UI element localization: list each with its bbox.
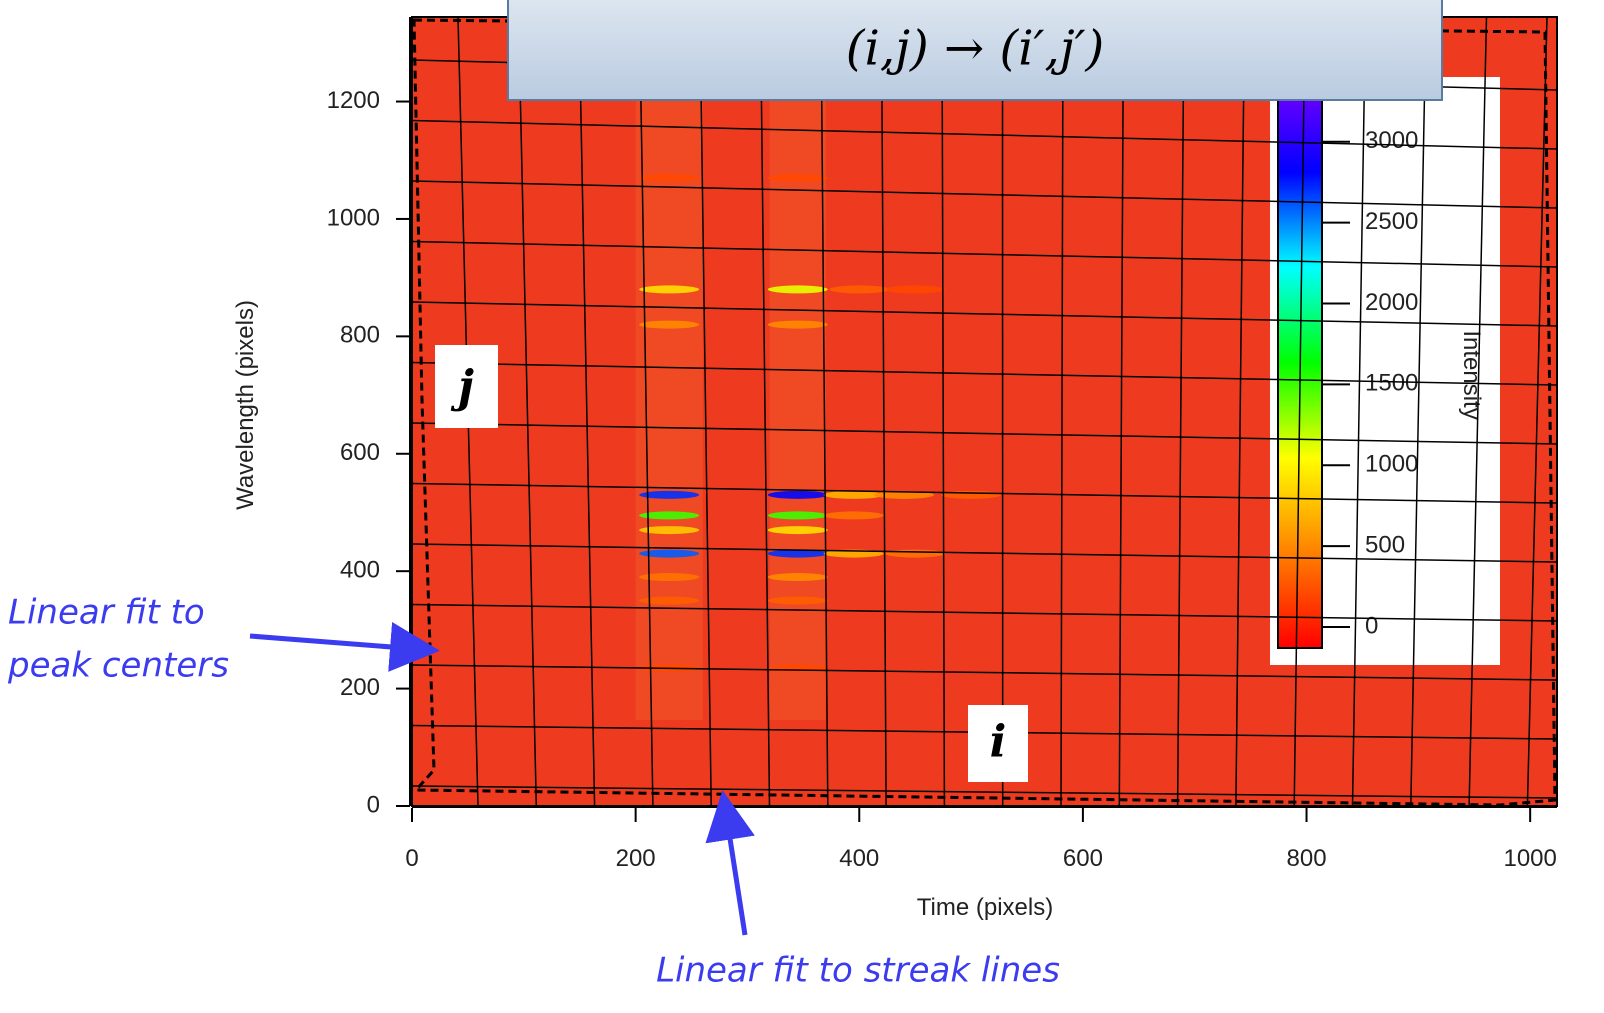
x-tick-label: 1000 — [1503, 845, 1556, 872]
x-tick-label: 200 — [616, 845, 656, 872]
y-tick-label: 800 — [340, 322, 380, 349]
spot — [767, 526, 828, 535]
y-tick-label: 1200 — [327, 87, 380, 114]
annotation-arrow — [249, 621, 440, 672]
fit-line — [411, 482, 1558, 504]
fit-line — [411, 301, 1558, 327]
chart-title: (i,j) → (i′,j′) — [846, 21, 1104, 77]
fit-line — [1468, 16, 1488, 807]
y-tick-label: 200 — [340, 674, 380, 701]
spot — [639, 511, 700, 520]
fit-line — [411, 785, 1558, 799]
spot — [639, 320, 700, 329]
fit-outline — [412, 18, 1557, 807]
fit-line — [1060, 16, 1064, 807]
spot — [639, 173, 700, 182]
spot — [767, 573, 828, 582]
fit-line — [411, 361, 1558, 386]
fit-line — [699, 16, 712, 807]
fit-line — [411, 240, 1558, 268]
colorbar-tick-label: 1500 — [1365, 370, 1418, 397]
fit-line — [411, 422, 1558, 445]
spot — [639, 573, 700, 582]
fit-line — [638, 16, 654, 807]
colorbar-tick-label: 2500 — [1365, 208, 1418, 235]
fit-line — [411, 180, 1558, 209]
y-axis-label: Wavelength (pixels) — [232, 300, 259, 510]
x-tick-label: 600 — [1063, 845, 1103, 872]
spot — [767, 173, 828, 182]
spot — [639, 549, 700, 558]
fit-line — [880, 16, 887, 807]
spot — [767, 490, 828, 499]
fit-line — [411, 543, 1558, 563]
fit-line — [941, 16, 946, 807]
colorbar-tick-label: 500 — [1365, 531, 1405, 558]
spot — [823, 490, 884, 499]
annotation-arrow — [705, 790, 755, 936]
i-label: i — [990, 717, 1007, 768]
spot — [639, 596, 700, 605]
colorbar-tick-label: 1000 — [1365, 451, 1418, 478]
x-tick-label: 400 — [839, 845, 879, 872]
annotation: Linear fit to — [8, 593, 205, 633]
streak-band — [769, 100, 826, 720]
fit-line — [517, 16, 538, 807]
fit-line — [411, 664, 1558, 681]
spot — [767, 596, 828, 605]
fit-line — [820, 16, 829, 807]
fit-line — [759, 16, 771, 807]
fit-line — [1293, 16, 1306, 807]
spot — [639, 285, 700, 294]
y-tick-label: 1000 — [327, 204, 380, 231]
spot — [639, 490, 700, 499]
spot — [639, 526, 700, 535]
i-box — [968, 705, 1028, 782]
colorbar-tick-label: 0 — [1365, 612, 1378, 639]
y-tick-label: 400 — [340, 557, 380, 584]
fit-line — [1351, 16, 1367, 807]
y-tick-label: 600 — [340, 439, 380, 466]
spot — [885, 285, 946, 294]
fit-line — [578, 16, 596, 807]
fit-line — [411, 603, 1558, 622]
title-box — [507, 0, 1443, 101]
colorbar-tick-label: 3000 — [1365, 127, 1418, 154]
spot — [767, 511, 828, 520]
fit-line — [1410, 16, 1427, 807]
spot — [767, 549, 828, 558]
y-tick-label: 0 — [367, 791, 380, 818]
spot — [885, 549, 946, 558]
spot — [829, 285, 890, 294]
x-tick-label: 0 — [405, 845, 418, 872]
x-axis-label: Time (pixels) — [917, 894, 1053, 921]
spot — [823, 511, 884, 520]
annotation: Linear fit to streak lines — [656, 951, 1060, 991]
spot — [767, 320, 828, 329]
j-box — [435, 345, 498, 428]
fit-line — [411, 119, 1558, 150]
x-tick-label: 800 — [1287, 845, 1327, 872]
spot — [767, 285, 828, 294]
colorbar-label: Intensity — [1458, 330, 1485, 419]
colorbar-tick-label: 2000 — [1365, 289, 1418, 316]
fit-line — [1235, 16, 1246, 807]
annotation: peak centers — [7, 646, 229, 686]
